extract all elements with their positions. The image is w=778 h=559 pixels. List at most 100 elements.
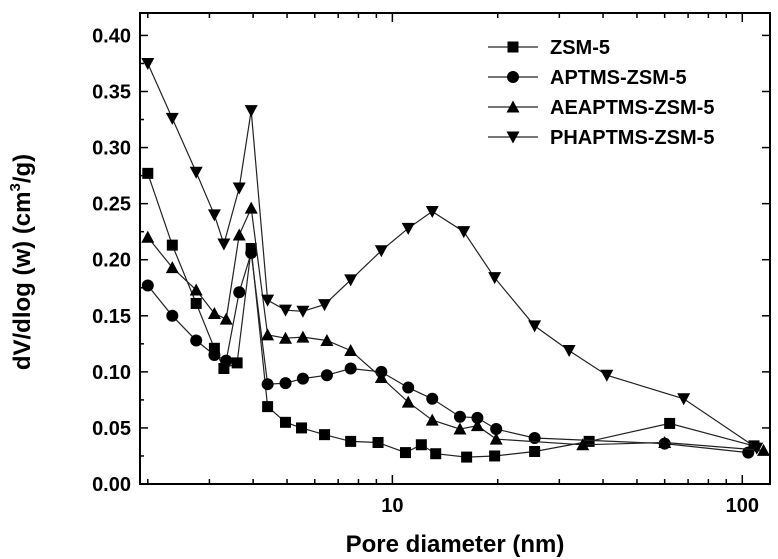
data-point [528, 320, 542, 333]
data-point [529, 445, 541, 457]
data-point [244, 105, 258, 118]
data-point [245, 246, 258, 259]
data-point [426, 392, 439, 405]
data-point [190, 334, 203, 347]
y-tick-label: 0.05 [92, 418, 131, 440]
data-point [208, 342, 220, 354]
data-point [453, 422, 467, 435]
data-point [461, 451, 473, 463]
data-point [425, 205, 439, 218]
data-point [470, 419, 484, 432]
data-point [320, 369, 333, 382]
data-point [165, 261, 179, 274]
data-point [399, 447, 411, 459]
series-aptms-zsm-5 [141, 246, 755, 459]
data-point [488, 272, 502, 285]
data-point [261, 294, 275, 307]
data-point [207, 307, 221, 320]
data-point [430, 448, 442, 460]
series-line [147, 63, 758, 449]
data-point [757, 443, 771, 456]
data-point [453, 410, 466, 423]
data-point [415, 439, 427, 451]
legend-label: APTMS-ZSM-5 [550, 67, 687, 89]
data-point [189, 283, 203, 296]
data-point [471, 411, 484, 424]
data-point [233, 286, 246, 299]
y-tick-label: 0.25 [92, 194, 131, 216]
data-point [232, 182, 246, 195]
data-point [576, 438, 590, 451]
data-point [296, 372, 309, 385]
legend-item: AEAPTMS-ZSM-5 [488, 97, 714, 119]
data-point [583, 435, 595, 447]
legend-label: AEAPTMS-ZSM-5 [550, 97, 714, 119]
data-point [402, 381, 415, 394]
data-point [166, 239, 178, 251]
axes: 0.00 0.05 0.10 0.15 0.20 0.25 0.30 0.35 0.40 10 10… [92, 12, 771, 517]
y-tick-label: 0.00 [92, 474, 131, 496]
data-point [345, 435, 357, 447]
legend-marker [506, 131, 520, 144]
data-point [425, 413, 439, 426]
series-layer [141, 57, 771, 463]
data-point [401, 222, 415, 235]
y-tick-label: 0.10 [92, 362, 131, 384]
data-point [344, 344, 358, 357]
data-point [190, 297, 202, 309]
data-point [319, 429, 331, 441]
data-point [166, 309, 179, 322]
data-point [296, 422, 308, 434]
y-tick-label: 0.15 [92, 306, 131, 328]
data-point [664, 417, 676, 429]
data-point [490, 423, 503, 436]
data-point [344, 274, 358, 287]
data-point [600, 369, 614, 382]
data-point [232, 228, 246, 241]
data-point [658, 436, 672, 449]
data-point [231, 357, 243, 369]
data-point [318, 299, 332, 312]
y-tick-label: 0.20 [92, 250, 131, 272]
data-point [374, 370, 388, 383]
data-point [218, 362, 230, 374]
data-point [296, 330, 310, 343]
legend-item: APTMS-ZSM-5 [488, 67, 687, 89]
y-tick-label: 0.30 [92, 138, 131, 160]
legend-marker [507, 71, 519, 83]
data-point [372, 437, 384, 449]
legend-marker [506, 100, 520, 113]
data-point [489, 450, 501, 462]
data-point [750, 442, 764, 455]
data-point [320, 333, 334, 346]
data-point [280, 416, 292, 428]
data-point [217, 238, 231, 251]
y-axis-title: dV/dlog (w) (cm3/g) [7, 154, 36, 370]
data-point [279, 377, 292, 390]
data-point [279, 304, 293, 317]
data-point [562, 345, 576, 358]
data-point [165, 112, 179, 125]
series-phaptms-zsm-5 [141, 57, 764, 455]
data-point [489, 432, 503, 445]
data-point [189, 166, 203, 179]
data-point [296, 305, 310, 318]
series-aeaptms-zsm-5 [141, 201, 771, 456]
y-tick-label: 0.40 [92, 25, 131, 47]
data-point [142, 167, 154, 179]
series-line [147, 173, 755, 458]
data-point [279, 331, 293, 344]
x-tick-label: 100 [726, 495, 759, 517]
data-point [262, 401, 274, 413]
legend-item: PHAPTMS-ZSM-5 [488, 127, 714, 149]
plot-frame [139, 12, 771, 485]
data-point [344, 362, 357, 375]
data-point [677, 393, 691, 406]
legend-item: ZSM-5 [488, 37, 610, 59]
x-tick-label: 10 [381, 495, 403, 517]
data-point [261, 328, 275, 341]
data-point [141, 57, 155, 70]
data-point [208, 349, 221, 362]
